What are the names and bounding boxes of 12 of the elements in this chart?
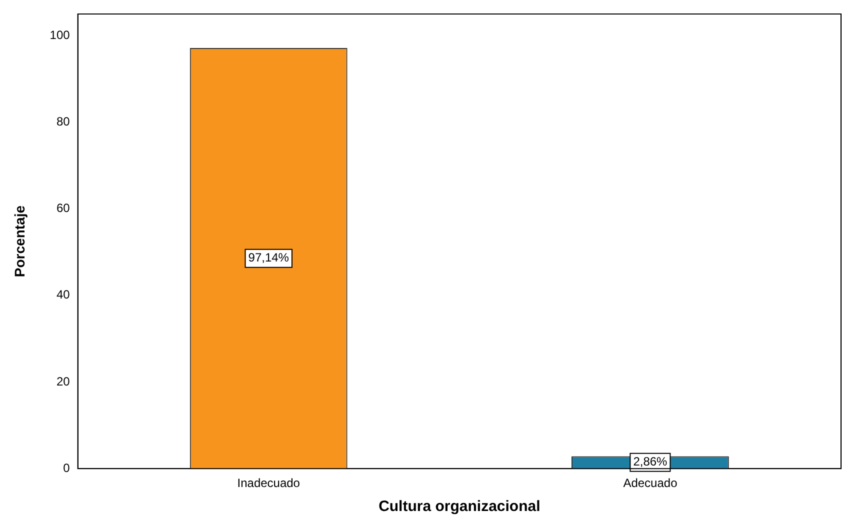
x-tick-label: Adecuado <box>623 476 678 490</box>
y-tick-label: 100 <box>50 28 70 42</box>
y-axis-title: Porcentaje <box>11 205 28 278</box>
data-label: 97,14% <box>248 250 290 265</box>
y-tick-label: 80 <box>56 114 70 129</box>
x-tick-label: Inadecuado <box>237 476 300 490</box>
y-tick-label: 60 <box>56 201 70 216</box>
y-tick-label: 0 <box>63 460 70 475</box>
x-axis-title: Cultura organizacional <box>378 498 540 516</box>
y-tick-label: 40 <box>56 288 70 302</box>
y-tick-label: 20 <box>56 374 70 388</box>
data-label: 2,86% <box>633 454 668 469</box>
